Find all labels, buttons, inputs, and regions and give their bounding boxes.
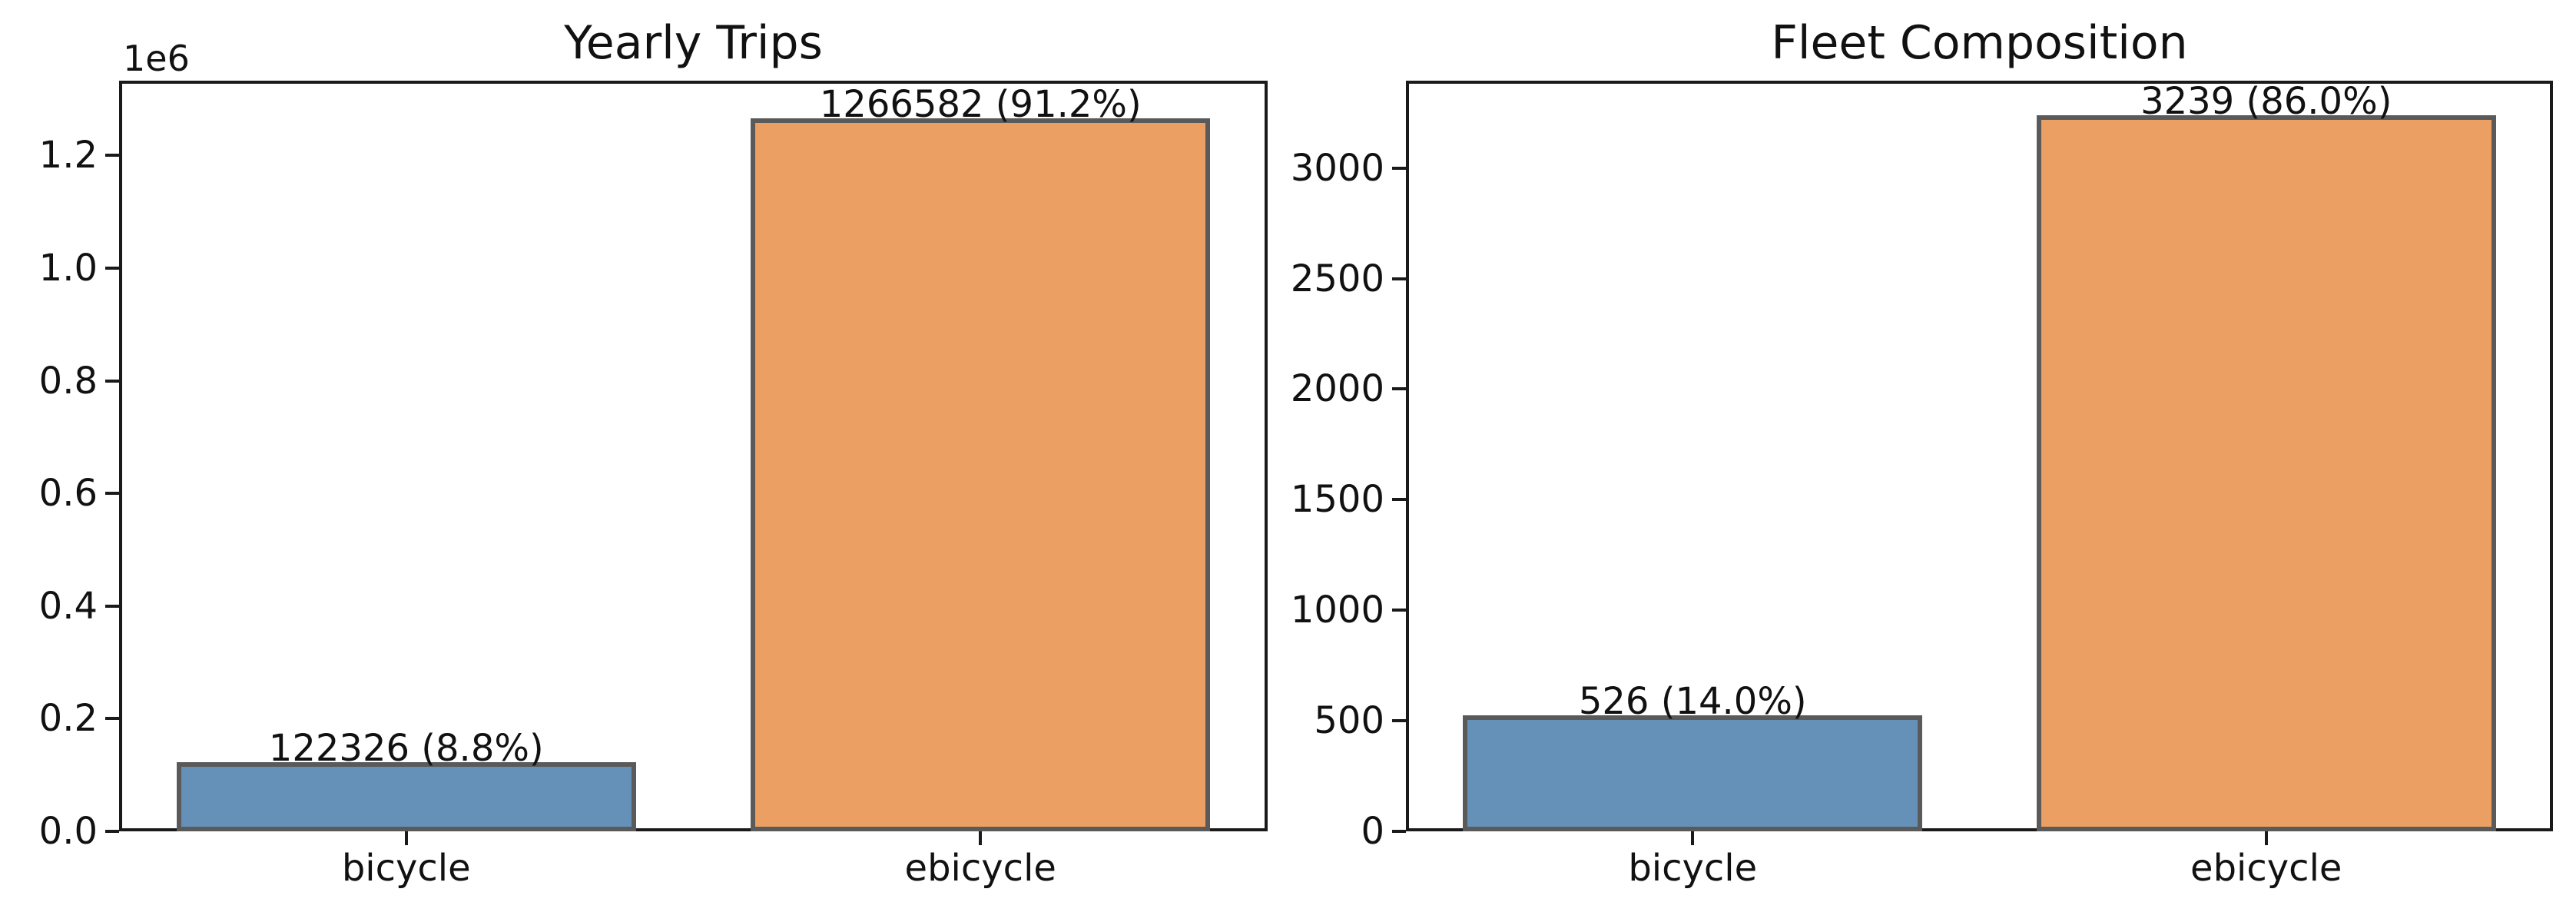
bar-ebicycle	[2036, 114, 2496, 831]
y-tick-mark	[105, 717, 119, 721]
y-tick-label: 500	[1314, 699, 1384, 743]
y-tick-mark	[105, 267, 119, 270]
y-tick-mark	[1392, 609, 1406, 612]
x-tick-label-bicycle: bicycle	[1628, 847, 1758, 890]
bar-value-label: 3239 (86.0%)	[2140, 79, 2392, 123]
y-tick-label: 1.0	[38, 247, 98, 290]
y-axis-offset-label: 1e6	[123, 38, 190, 79]
y-tick-label: 2500	[1290, 257, 1384, 300]
bar-ebicycle	[751, 118, 1211, 831]
y-tick-mark	[1392, 498, 1406, 502]
y-tick-label: 0.2	[38, 697, 98, 741]
y-tick-mark	[105, 604, 119, 608]
bar-value-label: 1266582 (91.2%)	[819, 82, 1142, 126]
y-tick-label: 1000	[1290, 589, 1384, 632]
chart-title-fleet-composition: Fleet Composition	[1771, 16, 2188, 70]
bar-value-label: 122326 (8.8%)	[268, 727, 544, 771]
x-tick-label-bicycle: bicycle	[341, 847, 471, 890]
y-tick-label: 0.4	[38, 584, 98, 628]
bar-value-label: 526 (14.0%)	[1578, 679, 1807, 723]
y-tick-label: 0.6	[38, 472, 98, 516]
y-tick-label: 3000	[1290, 146, 1384, 190]
x-tick-mark	[979, 831, 983, 845]
bar-bicycle	[1463, 715, 1923, 831]
y-tick-mark	[1392, 387, 1406, 391]
x-tick-label-ebicycle: ebicycle	[904, 847, 1056, 890]
y-tick-mark	[105, 830, 119, 833]
x-tick-label-ebicycle: ebicycle	[2190, 847, 2342, 890]
y-tick-label: 1500	[1290, 478, 1384, 522]
y-tick-mark	[105, 379, 119, 383]
chart-title-yearly-trips: Yearly Trips	[564, 16, 823, 70]
y-tick-label: 0	[1361, 810, 1384, 853]
y-tick-label: 0.0	[38, 810, 98, 853]
y-tick-mark	[1392, 277, 1406, 280]
y-tick-mark	[1392, 719, 1406, 723]
x-tick-mark	[404, 831, 408, 845]
y-tick-label: 1.2	[38, 134, 98, 177]
y-tick-mark	[105, 154, 119, 158]
x-tick-mark	[1691, 831, 1695, 845]
y-tick-mark	[1392, 830, 1406, 833]
y-tick-mark	[105, 492, 119, 496]
x-tick-mark	[2264, 831, 2268, 845]
y-tick-label: 2000	[1290, 367, 1384, 411]
bar-bicycle	[176, 762, 636, 831]
y-tick-mark	[1392, 166, 1406, 170]
y-tick-label: 0.8	[38, 359, 98, 403]
